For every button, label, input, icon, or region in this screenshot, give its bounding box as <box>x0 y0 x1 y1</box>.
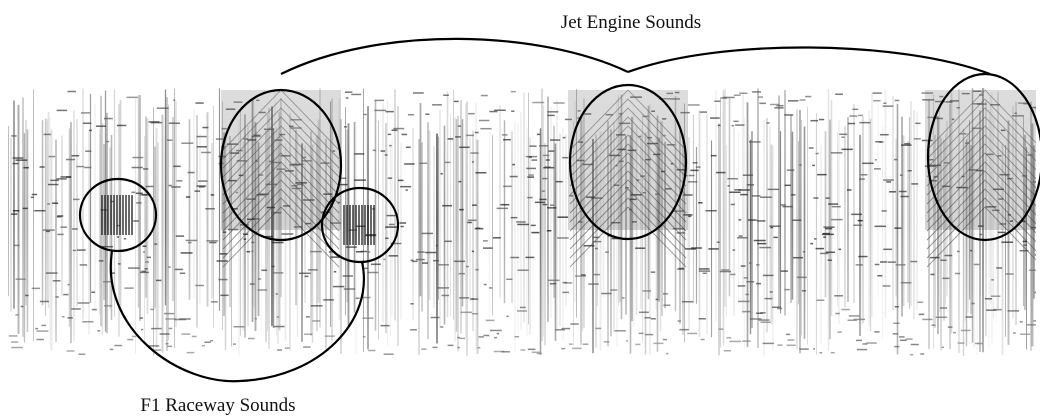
f1-label: F1 Raceway Sounds <box>140 395 295 416</box>
figure: Jet Engine Sounds F1 Raceway Sounds <box>0 0 1040 419</box>
jet-label: Jet Engine Sounds <box>561 12 701 33</box>
jet-arc <box>628 47 990 74</box>
jet-arc <box>281 39 628 74</box>
texture <box>1036 109 1040 111</box>
spectrogram-fade <box>8 88 1036 356</box>
page: Jet Engine Sounds F1 Raceway Sounds (() … <box>0 0 1040 419</box>
